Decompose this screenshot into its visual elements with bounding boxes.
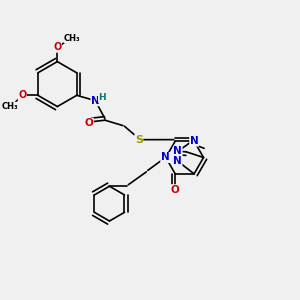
Text: CH₃: CH₃ xyxy=(64,34,81,43)
Text: O: O xyxy=(18,90,26,100)
Text: N: N xyxy=(91,96,100,106)
Text: O: O xyxy=(85,118,93,128)
Text: CH₃: CH₃ xyxy=(2,102,18,111)
Text: O: O xyxy=(171,185,180,195)
Text: N: N xyxy=(173,156,182,166)
Text: N: N xyxy=(173,146,182,156)
Text: H: H xyxy=(98,93,106,102)
Text: N: N xyxy=(161,152,170,163)
Text: O: O xyxy=(53,42,61,52)
Text: N: N xyxy=(190,136,199,146)
Text: S: S xyxy=(135,135,143,145)
